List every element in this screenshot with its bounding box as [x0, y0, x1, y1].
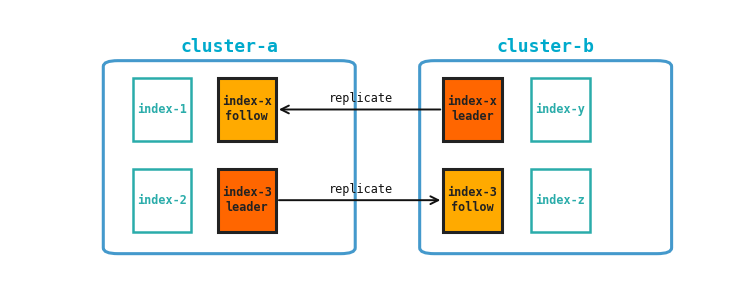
FancyBboxPatch shape — [420, 61, 671, 254]
Text: cluster-b: cluster-b — [497, 38, 594, 56]
FancyBboxPatch shape — [443, 169, 502, 232]
FancyBboxPatch shape — [218, 78, 276, 141]
FancyBboxPatch shape — [104, 61, 355, 254]
Text: index-y: index-y — [535, 103, 585, 116]
Text: index-2: index-2 — [137, 194, 187, 207]
FancyBboxPatch shape — [132, 78, 191, 141]
Text: replicate: replicate — [329, 182, 393, 195]
Text: replicate: replicate — [329, 92, 393, 105]
Text: index-3
follow: index-3 follow — [448, 186, 497, 214]
FancyBboxPatch shape — [531, 78, 590, 141]
Text: index-x
leader: index-x leader — [448, 95, 497, 124]
Text: index-z: index-z — [535, 194, 585, 207]
Text: index-1: index-1 — [137, 103, 187, 116]
Text: cluster-a: cluster-a — [181, 38, 278, 56]
FancyBboxPatch shape — [531, 169, 590, 232]
FancyBboxPatch shape — [132, 169, 191, 232]
FancyBboxPatch shape — [443, 78, 502, 141]
FancyBboxPatch shape — [218, 169, 276, 232]
Text: index-3
leader: index-3 leader — [222, 186, 271, 214]
Text: index-x
follow: index-x follow — [222, 95, 271, 124]
